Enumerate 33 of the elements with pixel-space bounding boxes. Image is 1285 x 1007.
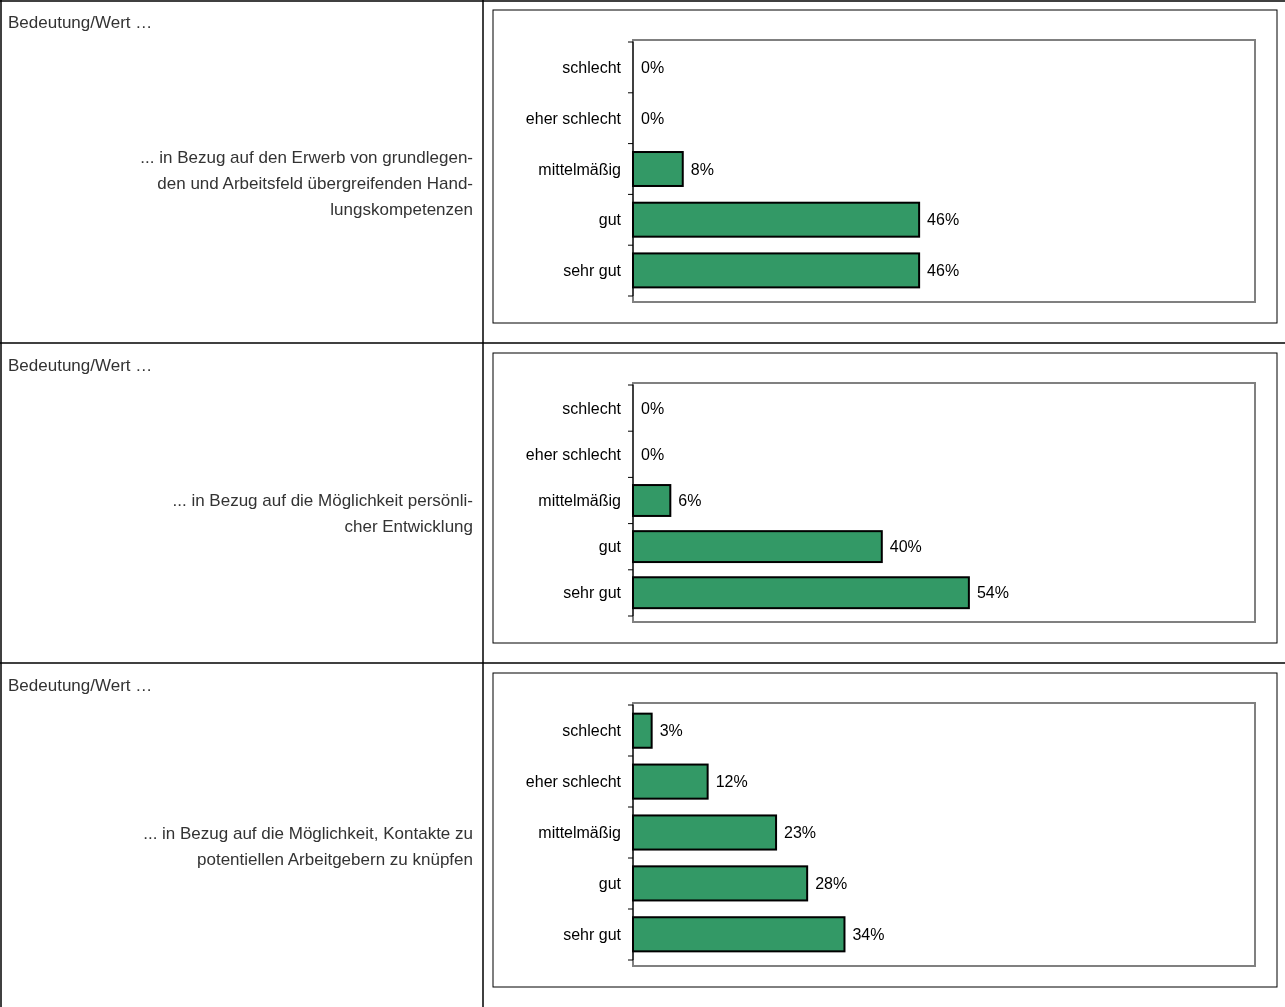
chart-title: Bedeutung/Wert … ... in Bezug auf den Erwerb von grundlegen- den und Arbeitsfeld übergreifenden Hand- lungskompetenzen (8, 13, 473, 219)
y-tick-label: sehr gut (563, 262, 622, 279)
data-label: 46% (927, 211, 960, 229)
y-tick-label: sehr gut (563, 584, 622, 602)
data-label: 40% (889, 538, 922, 556)
y-tick-label: gut (598, 538, 622, 556)
data-label: 12% (715, 773, 748, 791)
data-label: 6% (678, 492, 702, 510)
chart-title: Bedeutung/Wert … ... in Bezug auf die Möglichkeit persönli- cher Entwicklung (8, 356, 473, 536)
data-label: 0% (641, 59, 665, 77)
y-tick-label: eher schlecht (525, 773, 622, 791)
data-label: 46% (927, 262, 960, 279)
data-label: 8% (690, 160, 714, 178)
y-tick-label: gut (598, 211, 622, 229)
data-label: 3% (659, 722, 683, 740)
data-label: 0% (641, 445, 665, 463)
data-label: 23% (784, 824, 817, 842)
y-tick-label: schlecht (562, 59, 622, 77)
data-label: 28% (815, 875, 848, 892)
y-tick-label: schlecht (562, 399, 622, 417)
y-tick-label: sehr gut (563, 925, 622, 943)
y-tick-label: mittelmäßig (538, 492, 621, 510)
y-tick-label: gut (598, 875, 622, 892)
data-label: 0% (641, 109, 665, 127)
y-tick-label: eher schlecht (525, 109, 622, 127)
data-label: 54% (976, 584, 1009, 602)
data-label: 0% (641, 399, 665, 417)
y-tick-label: eher schlecht (525, 445, 622, 463)
y-tick-label: mittelmäßig (538, 160, 621, 178)
chart-title: Bedeutung/Wert … ... in Bezug auf die Möglichkeit, Kontakte zu potentiellen Arbeitgebern zu knüpfen (8, 676, 473, 870)
y-tick-label: schlecht (562, 722, 622, 740)
y-tick-label: mittelmäßig (538, 824, 621, 842)
data-label: 34% (852, 925, 885, 943)
